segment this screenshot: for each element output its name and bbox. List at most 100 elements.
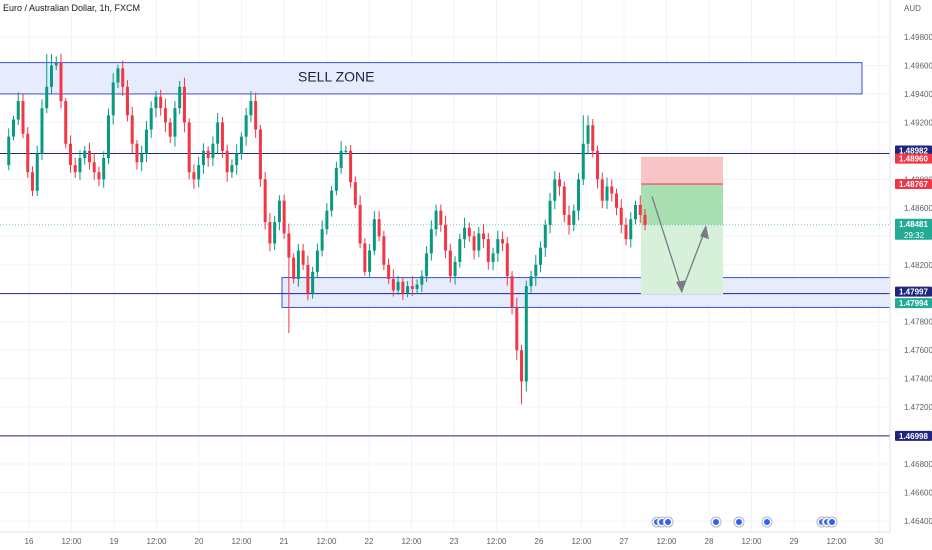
candle-body (558, 179, 562, 187)
x-tick-label: 16 (25, 537, 34, 546)
candle-body (178, 86, 182, 109)
candle-body (581, 143, 585, 180)
x-tick-label: 12:00 (571, 537, 592, 546)
arrow-head-up (700, 224, 709, 240)
price-badge (895, 430, 932, 441)
x-tick-label: 19 (110, 537, 119, 546)
candle-body (515, 307, 519, 351)
y-tick-label: 1.47600 (904, 346, 932, 355)
candle-body (92, 162, 96, 173)
candle-body (201, 150, 205, 166)
candle-body (377, 219, 381, 237)
candle-body (491, 253, 495, 262)
candle-body (83, 150, 87, 158)
candle-body (130, 115, 134, 144)
candle-body (586, 125, 590, 144)
x-tick-label: 12:00 (826, 537, 847, 546)
candle-body (448, 250, 452, 277)
candle-body (244, 115, 248, 137)
event-markers (651, 516, 838, 528)
candle-body (358, 204, 362, 244)
candle-body (529, 276, 533, 287)
y-tick-label: 1.49800 (904, 33, 932, 42)
price-badge (895, 286, 932, 297)
candle-body (396, 281, 400, 291)
candle-body (344, 150, 348, 152)
candle-body (163, 108, 167, 123)
x-tick-label: 28 (705, 537, 714, 546)
candle-body (577, 179, 581, 211)
candle-body (296, 250, 300, 279)
candle-body (363, 243, 367, 272)
candle-body (315, 250, 319, 272)
price-badge-label: 1.47997 (899, 288, 928, 297)
candle-body (387, 264, 391, 279)
candle-body (125, 86, 129, 116)
x-tick-label: 12:00 (741, 537, 762, 546)
candle-body (539, 247, 543, 265)
candle-body (638, 204, 642, 215)
candle-body (268, 222, 272, 244)
candle-body (49, 65, 53, 87)
candle-body (7, 136, 11, 166)
candle-body (567, 214, 571, 225)
candle-body (330, 190, 334, 211)
candle-body (21, 101, 25, 134)
candle-body (97, 172, 101, 180)
candle-body (501, 239, 505, 244)
candle-body (439, 210, 443, 225)
candle-body (425, 253, 429, 277)
candle-body (154, 96, 158, 109)
candle-body (548, 200, 552, 225)
y-tick-label: 1.47200 (904, 403, 932, 412)
candle-body (600, 179, 604, 201)
candle-body (216, 122, 220, 144)
candle-body (605, 186, 609, 201)
price-badge (895, 218, 932, 240)
candle-body (149, 108, 153, 130)
y-tick-label: 1.49600 (904, 61, 932, 70)
candle-body (16, 101, 20, 120)
candle-body (73, 165, 77, 173)
candle-body (135, 143, 139, 163)
x-tick-label: 26 (535, 537, 544, 546)
candle-body (596, 150, 600, 180)
candle-body (182, 86, 186, 123)
x-tick-label: 12:00 (316, 537, 337, 546)
candle-body (372, 219, 376, 251)
y-tick-label: 1.46800 (904, 460, 932, 469)
candle-body (121, 68, 125, 87)
candle-body (30, 172, 34, 191)
x-tick-label: 12:00 (146, 537, 167, 546)
arrow-head-down (676, 280, 686, 294)
x-tick-label: 27 (620, 537, 629, 546)
candle-body (187, 122, 191, 173)
candle-body (26, 133, 30, 173)
x-tick-label: 22 (365, 537, 374, 546)
price-badge-label: 1.48767 (899, 180, 928, 189)
candle-body (453, 261, 457, 277)
candle-body (159, 96, 163, 109)
candle-body (87, 150, 91, 163)
candle-body (220, 122, 224, 151)
candle-body (434, 210, 438, 230)
price-badge (895, 298, 932, 309)
y-tick-label: 1.48200 (904, 261, 932, 270)
candle-body (292, 257, 296, 279)
currency-label: AUD (904, 4, 921, 13)
price-badge (895, 145, 932, 156)
candle-body (624, 224, 628, 240)
candle-body (610, 186, 614, 194)
candle-body (78, 158, 82, 173)
candle-body (349, 150, 353, 183)
candle-body (263, 179, 267, 223)
candle-body (591, 125, 595, 151)
candle-body (106, 115, 110, 158)
sell-zone (0, 62, 863, 95)
y-tick-label: 1.49400 (904, 90, 932, 99)
candles-layer (7, 53, 647, 405)
candle-body (35, 153, 39, 191)
